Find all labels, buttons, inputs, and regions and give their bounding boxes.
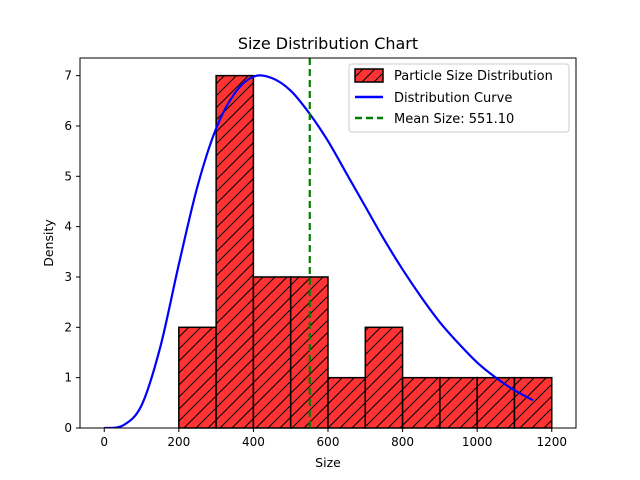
histogram-bar-hatch (178, 326, 217, 429)
y-tick-label: 6 (64, 119, 72, 133)
x-tick-label: 0 (100, 435, 108, 449)
histogram-bar-hatch (401, 376, 441, 429)
histogram-bar-hatch (439, 376, 478, 429)
y-tick-label: 2 (64, 320, 72, 334)
distribution-curve (104, 74, 534, 428)
legend: Particle Size Distribution Distribution … (348, 63, 570, 133)
x-tick-label: 200 (167, 435, 190, 449)
y-tick-label: 0 (64, 421, 72, 435)
curve-group (104, 74, 534, 428)
y-axis-label: Density (41, 219, 56, 267)
legend-label-curve: Distribution Curve (394, 91, 512, 106)
legend-label-mean: Mean Size: 551.10 (394, 112, 514, 127)
x-tick-label: 1200 (536, 435, 567, 449)
x-tick-label: 600 (317, 435, 340, 449)
y-tick-label: 5 (64, 169, 72, 183)
histogram-bar-hatch (252, 276, 292, 429)
legend-label-histogram: Particle Size Distribution (394, 69, 553, 84)
y-axis-ticks: 0 1 2 3 4 5 6 7 (64, 69, 80, 435)
y-tick-label: 7 (64, 69, 72, 83)
histogram-bar-hatch (364, 326, 404, 429)
histogram-bar-hatch (327, 376, 367, 429)
histogram-bars (178, 74, 553, 429)
x-tick-label: 1000 (462, 435, 493, 449)
y-tick-label: 3 (64, 270, 72, 284)
histogram-bar-hatch (513, 376, 553, 429)
x-axis-ticks: 0 200 400 600 800 1000 1200 (100, 428, 567, 449)
x-tick-label: 400 (242, 435, 265, 449)
histogram-bar-hatch (215, 74, 255, 429)
x-tick-label: 800 (391, 435, 414, 449)
legend-swatch-histogram-hatch (355, 69, 383, 82)
x-axis-label: Size (315, 455, 341, 470)
chart-title: Size Distribution Chart (238, 34, 418, 53)
legend-box (348, 63, 570, 133)
y-tick-label: 1 (64, 371, 72, 385)
histogram-bar-hatch (476, 376, 516, 429)
y-tick-label: 4 (64, 220, 72, 234)
